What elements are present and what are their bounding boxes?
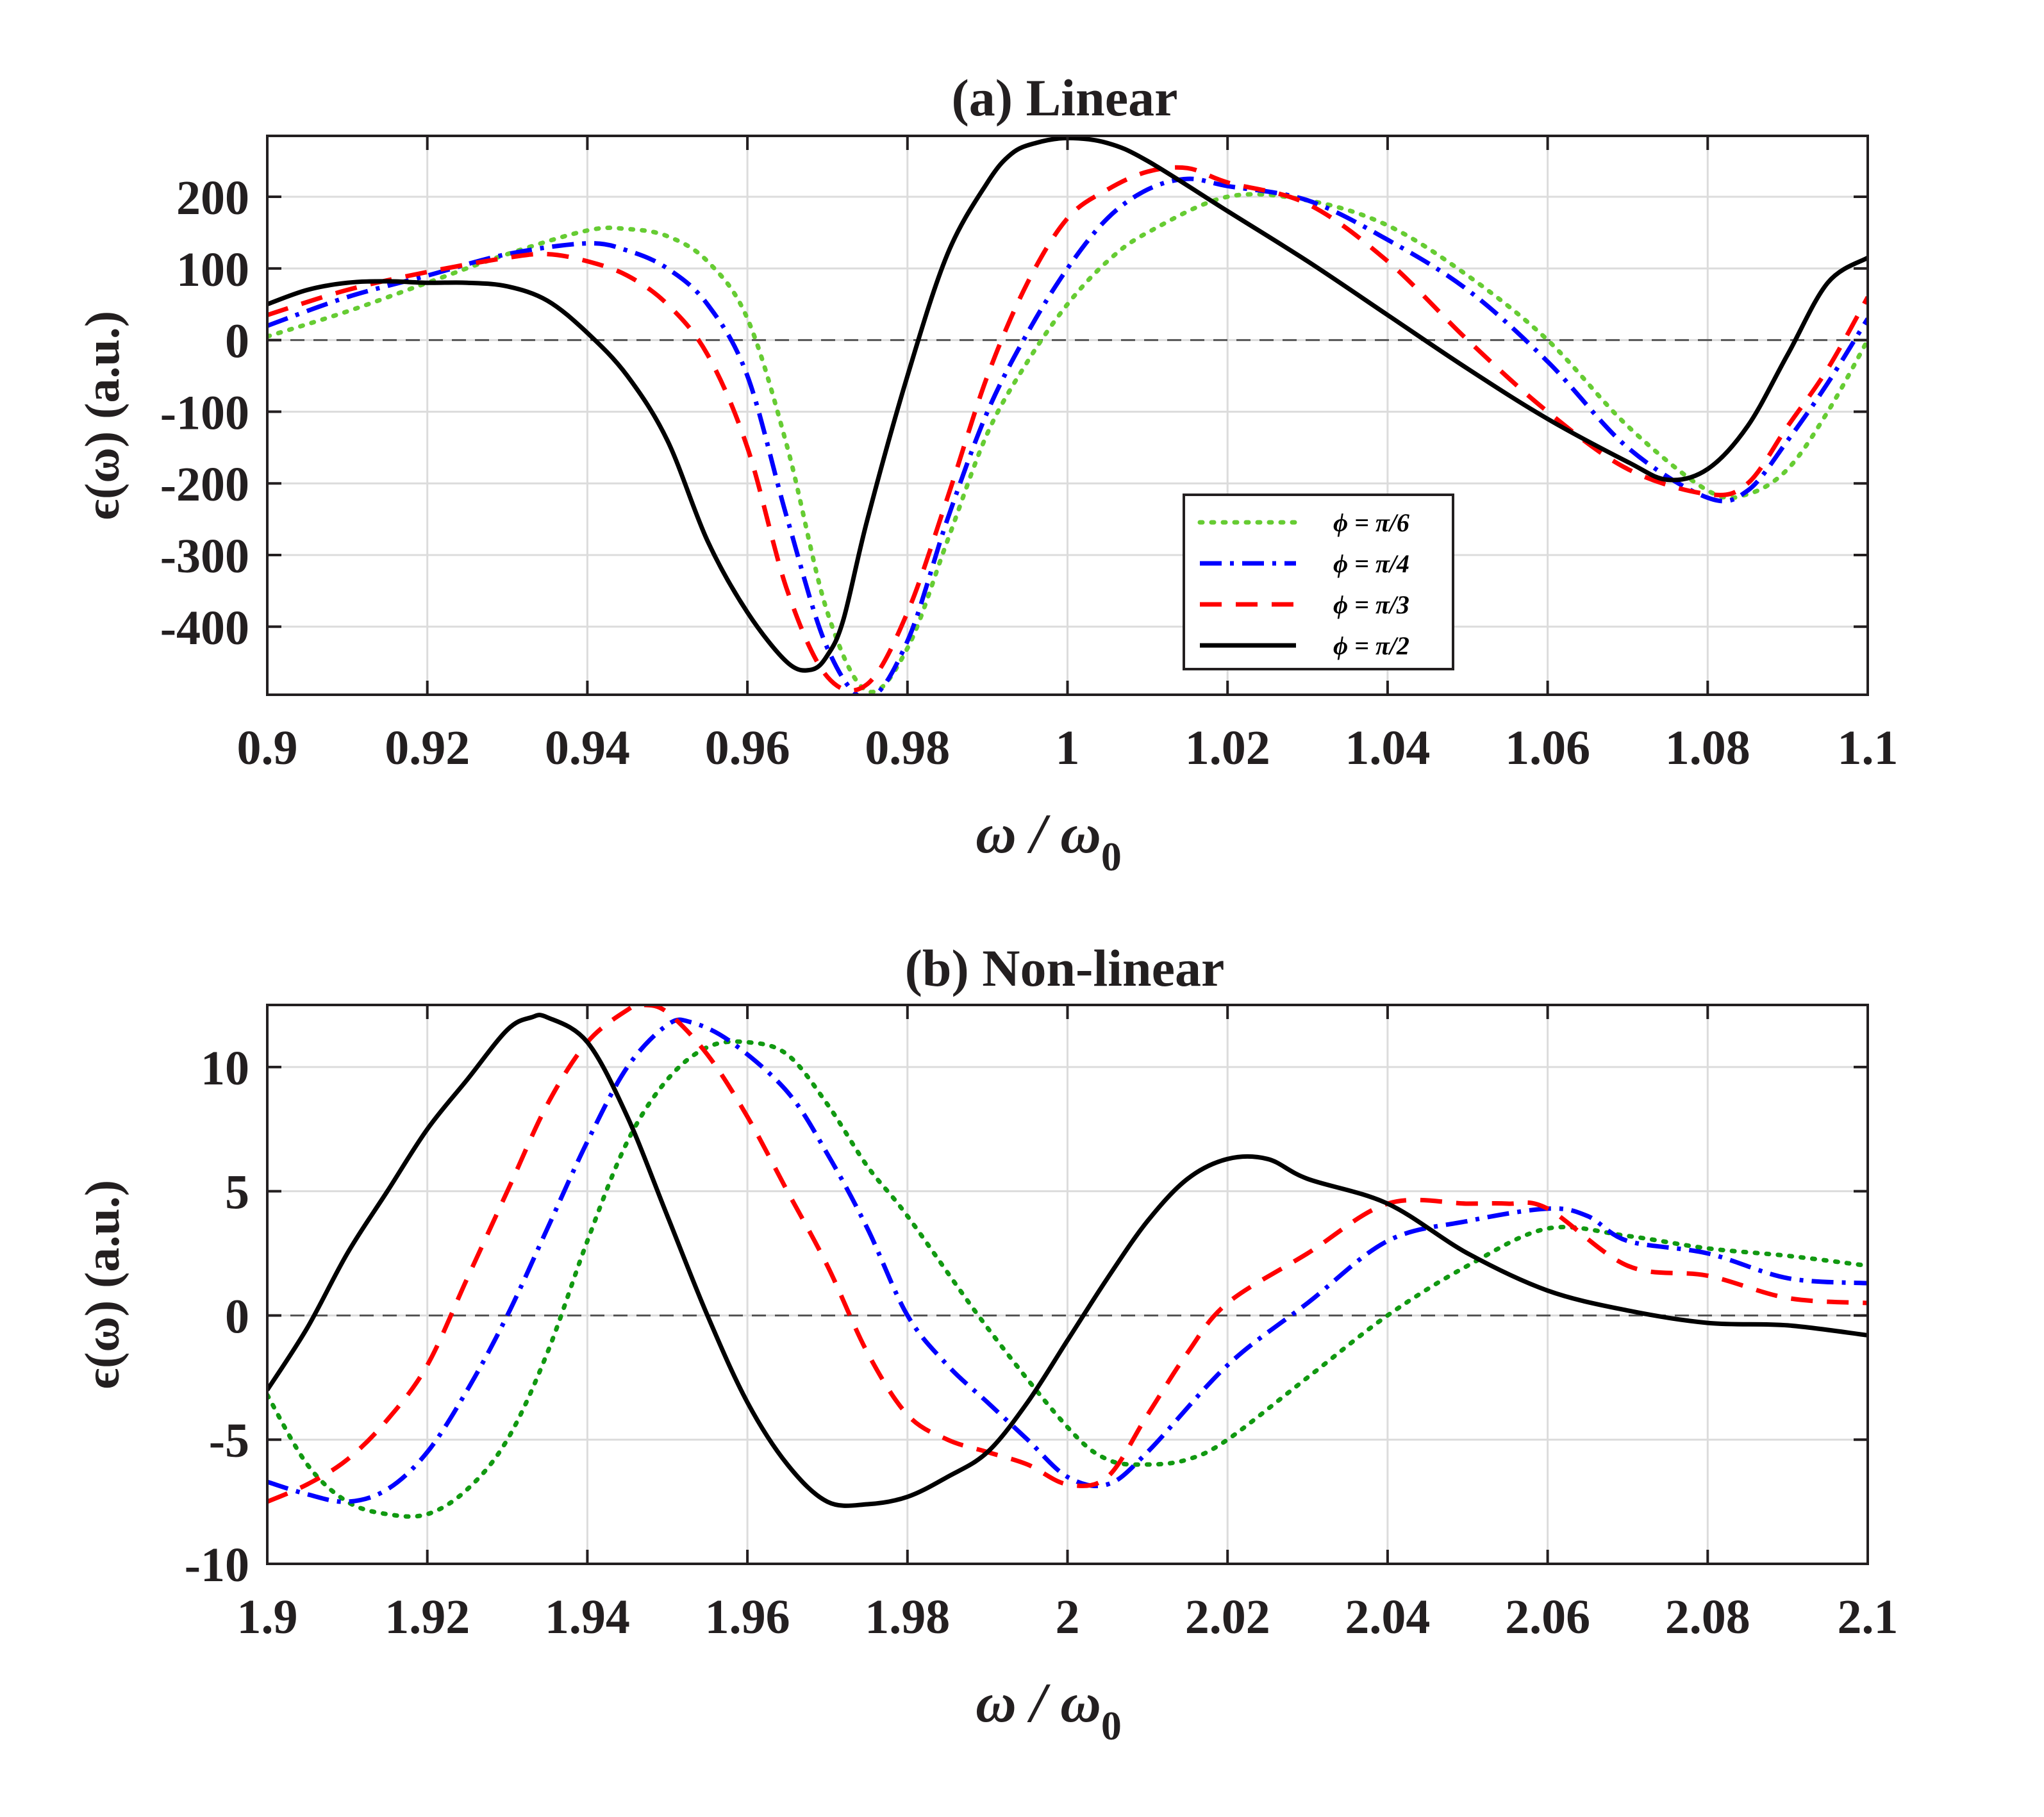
series-line-a-1: [267, 192, 1868, 695]
panel-nonlinear: (b) Non-linear 1.9 1.92 1.94 1.96 1.98 2 2.02 2…: [76, 939, 1899, 1748]
x-tick-label: 0.96: [705, 721, 790, 775]
y-tick-label: -200: [160, 458, 249, 511]
panel-linear: (a) Linear 0.9 0.92 0.94 0.96 0.98 1 1.02 1.04 1…: [76, 69, 1899, 879]
x-tick-label: 0.92: [385, 721, 470, 775]
x-tick-label: 1.9: [237, 1590, 298, 1644]
x-tick-label: 1.96: [705, 1590, 790, 1644]
x-tick-label: 2.1: [1838, 1590, 1899, 1644]
legend: ϕ = π/6 ϕ = π/4 ϕ = π/3 ϕ = π/2: [1183, 494, 1454, 670]
x-tick-label: 0.98: [865, 721, 950, 775]
x-tick-label: 1.06: [1505, 721, 1590, 775]
series-line-a-2: [267, 176, 1868, 695]
series-line-a-4: [267, 136, 1868, 673]
legend-box: [1183, 494, 1454, 670]
series-line-b-3: [267, 1005, 1868, 1504]
x-tick-label: 1.94: [545, 1590, 630, 1644]
y-tick-label: 200: [176, 171, 249, 225]
legend-label-2: ϕ = π/4: [1333, 549, 1409, 578]
legend-label-3: ϕ = π/3: [1333, 590, 1409, 619]
series-line-a-3: [267, 165, 1868, 693]
y-tick-label: 5: [225, 1166, 249, 1220]
legend-label-4: ϕ = π/2: [1333, 631, 1409, 660]
panel-a-series: [267, 136, 1868, 695]
panel-a-title: (a) Linear: [952, 69, 1178, 127]
panel-b-xlabel: ω / ω0: [976, 1672, 1122, 1748]
legend-entries: ϕ = π/6 ϕ = π/4 ϕ = π/3 ϕ = π/2: [1197, 508, 1409, 660]
x-tick-label: 0.9: [237, 721, 298, 775]
panel-a-ylabel: ϵ(ω) (a.u.): [76, 311, 129, 520]
x-tick-label: 2: [1056, 1590, 1080, 1644]
panel-a-xlabel: ω / ω0: [976, 803, 1122, 879]
series-line-b-4: [267, 1013, 1868, 1508]
x-tick-label: 1.98: [865, 1590, 950, 1644]
y-tick-label: 0: [225, 315, 249, 369]
panel-b-ticks: 1.9 1.92 1.94 1.96 1.98 2 2.02 2.04 2.06 2.08 2.1 -…: [185, 1005, 1899, 1644]
y-tick-label: 100: [176, 243, 249, 297]
legend-label-1: ϕ = π/6: [1333, 508, 1409, 537]
x-tick-label: 2.02: [1185, 1590, 1270, 1644]
series-line-b-1: [267, 1039, 1868, 1519]
x-tick-label: 1.02: [1185, 721, 1270, 775]
x-tick-label: 1.92: [385, 1590, 470, 1644]
y-tick-label: 10: [201, 1041, 249, 1095]
panel-b-series: [267, 1005, 1868, 1519]
y-tick-label: 0: [225, 1290, 249, 1343]
y-tick-label: -100: [160, 386, 249, 440]
x-tick-label: 1: [1056, 721, 1080, 775]
y-tick-label: -5: [209, 1414, 249, 1468]
y-tick-label: -300: [160, 529, 249, 583]
panel-b-xlabel-main: ω / ω: [976, 1672, 1101, 1734]
panel-b-xlabel-sub: 0: [1101, 1703, 1122, 1748]
panel-a-xlabel-main: ω / ω: [976, 803, 1101, 865]
x-tick-label: 2.06: [1505, 1590, 1590, 1644]
panel-a-xlabel-sub: 0: [1101, 834, 1122, 879]
x-tick-label: 2.08: [1665, 1590, 1750, 1644]
x-tick-label: 2.04: [1345, 1590, 1430, 1644]
x-tick-label: 0.94: [545, 721, 630, 775]
panel-b-title: (b) Non-linear: [905, 939, 1225, 997]
panel-b-ylabel: ϵ(ω) (a.u.): [76, 1180, 129, 1389]
y-tick-label: -400: [160, 601, 249, 655]
x-tick-label: 1.04: [1345, 721, 1430, 775]
panel-a-ticks: 0.9 0.92 0.94 0.96 0.98 1 1.02 1.04 1.06 1.08 1.1 -…: [160, 136, 1899, 775]
y-tick-label: -10: [185, 1538, 249, 1592]
x-tick-label: 1.1: [1838, 721, 1899, 775]
x-tick-label: 1.08: [1665, 721, 1750, 775]
